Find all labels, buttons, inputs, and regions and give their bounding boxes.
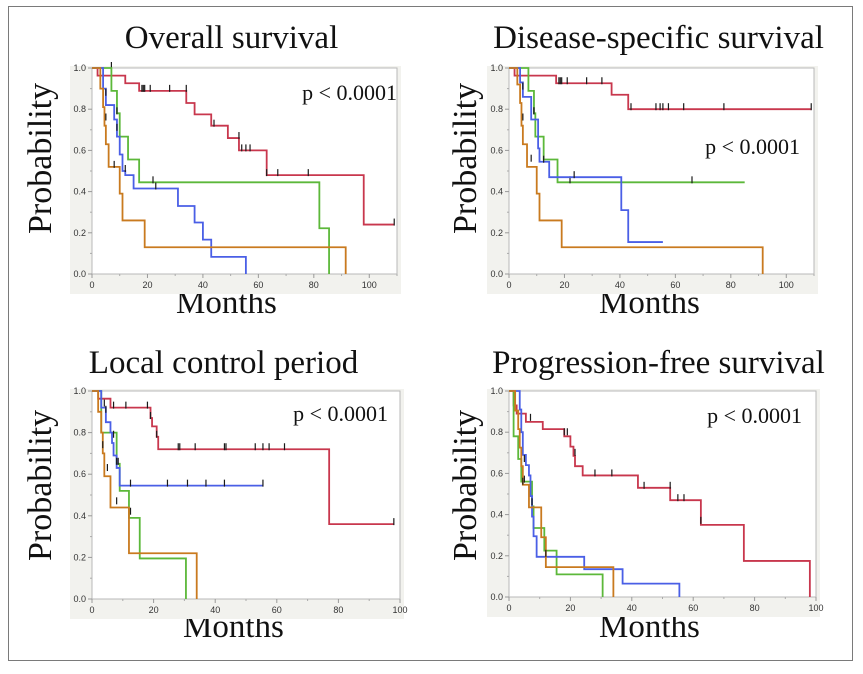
x-tick-label: 80	[309, 280, 319, 290]
p-value-label: p < 0.0001	[293, 401, 388, 426]
km-curve-green	[509, 390, 604, 597]
km-curve-red	[509, 67, 812, 111]
km-curve-blue	[509, 390, 681, 597]
x-tick-label: 40	[210, 605, 220, 615]
x-tick-label: 40	[198, 280, 208, 290]
x-tick-label: 80	[726, 280, 736, 290]
p-value-label: p < 0.0001	[707, 403, 802, 428]
y-tick-label: 0.0	[490, 269, 503, 279]
y-tick-label: 0.0	[73, 269, 86, 279]
y-tick-label: 1.0	[73, 63, 86, 73]
y-tick-label: 0.4	[490, 510, 503, 520]
chart-title: Local control period	[88, 345, 359, 381]
y-tick-label: 1.0	[73, 386, 86, 396]
y-tick-label: 0.0	[73, 594, 86, 604]
x-tick-label: 80	[750, 603, 760, 613]
y-tick-label: 0.2	[73, 552, 86, 562]
y-tick-label: 0.4	[73, 511, 86, 521]
x-tick-label: 60	[272, 605, 282, 615]
plot-area	[508, 67, 815, 275]
y-tick-label: 0.8	[73, 104, 86, 114]
chart-panel-2: 0.0 0.2 0.4 0.6 0.8 1.0 0 20 40 60 80 100 p < 0.0001	[70, 386, 408, 619]
x-tick-label: 0	[506, 603, 511, 613]
plot-area	[91, 67, 398, 275]
x-tick-label: 40	[627, 603, 637, 613]
y-tick-label: 0.4	[73, 187, 86, 197]
x-tick-label: 80	[333, 605, 343, 615]
panel-progression-free-survival: Progression-free survival Probability Mo…	[431, 337, 862, 674]
km-curve-orange	[92, 390, 198, 599]
x-tick-label: 20	[142, 280, 152, 290]
km-curve-red	[92, 67, 395, 226]
y-tick-label: 1.0	[490, 386, 503, 396]
y-tick-label: 0.8	[490, 427, 503, 437]
p-value-label: p < 0.0001	[705, 134, 800, 159]
x-tick-label: 0	[506, 280, 511, 290]
x-tick-label: 60	[253, 280, 263, 290]
y-tick-label: 0.6	[490, 468, 503, 478]
plot-area	[508, 390, 817, 598]
km-curve-red	[509, 390, 811, 597]
km-curve-blue	[509, 67, 663, 243]
km-curve-blue	[92, 390, 263, 487]
x-tick-label: 20	[149, 605, 159, 615]
x-tick-label: 100	[808, 603, 823, 613]
y-tick-label: 0.0	[490, 592, 503, 602]
chart-title: Progression-free survival	[492, 345, 825, 381]
y-tick-label: 0.6	[490, 145, 503, 155]
x-tick-label: 100	[392, 605, 407, 615]
km-curve-orange	[92, 67, 347, 274]
chart-title: Disease-specific survival	[493, 20, 824, 56]
km-curve-orange	[509, 390, 615, 597]
x-tick-label: 0	[89, 280, 94, 290]
x-tick-label: 60	[688, 603, 698, 613]
x-tick-label: 40	[615, 280, 625, 290]
chart-panel-0: 0.0 0.2 0.4 0.6 0.8 1.0 0 20 40 60 80 100 p < 0.0001	[70, 62, 401, 294]
x-tick-label: 20	[559, 280, 569, 290]
x-tick-label: 100	[779, 280, 794, 290]
x-tick-label: 60	[670, 280, 680, 290]
y-tick-label: 0.6	[73, 145, 86, 155]
chart-panel-3: 0.0 0.2 0.4 0.6 0.8 1.0 0 20 40 60 80 100 p < 0.0001	[487, 386, 824, 617]
y-tick-label: 0.2	[490, 551, 503, 561]
y-tick-label: 1.0	[490, 63, 503, 73]
chart-title: Overall survival	[124, 20, 339, 56]
y-tick-label: 0.6	[73, 469, 86, 479]
x-tick-label: 20	[565, 603, 575, 613]
y-tick-label: 0.8	[73, 428, 86, 438]
x-tick-label: 100	[362, 280, 377, 290]
y-tick-label: 0.2	[73, 228, 86, 238]
km-curve-green	[92, 67, 330, 274]
x-tick-label: 0	[89, 605, 94, 615]
km-curve-orange	[509, 67, 764, 274]
y-tick-label: 0.8	[490, 104, 503, 114]
y-tick-label: 0.2	[490, 228, 503, 238]
chart-panel-1: 0.0 0.2 0.4 0.6 0.8 1.0 0 20 40 60 80 100 p < 0.0001	[487, 63, 818, 294]
km-curve-green	[509, 67, 745, 184]
km-curve-blue	[92, 67, 247, 274]
km-curve-red	[92, 390, 394, 526]
y-tick-label: 0.4	[490, 187, 503, 197]
p-value-label: p < 0.0001	[302, 80, 397, 105]
